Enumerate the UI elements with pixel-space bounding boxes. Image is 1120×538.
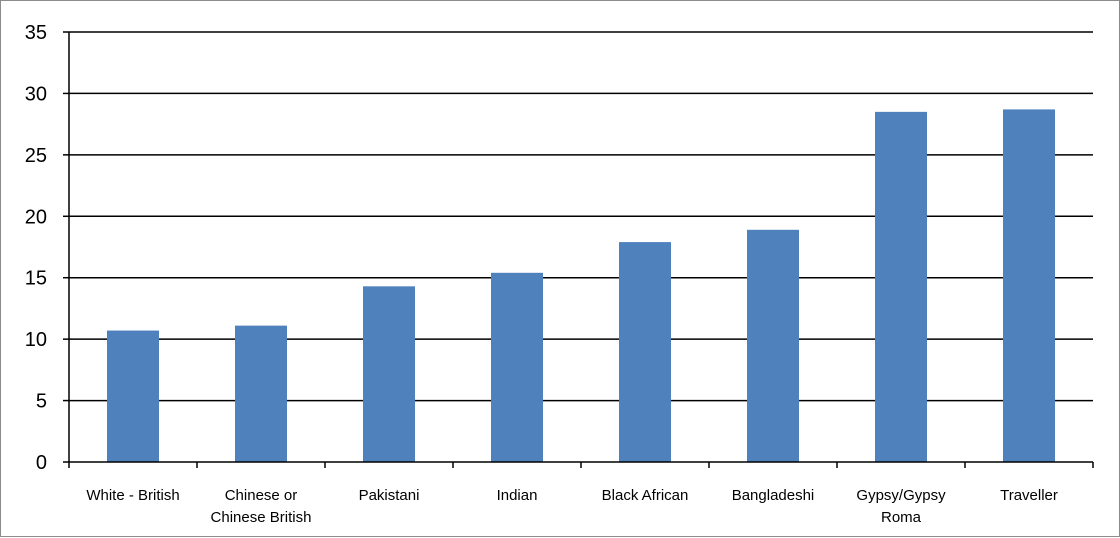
y-tick-label: 15	[25, 268, 47, 290]
bar	[491, 272, 543, 462]
y-tick-label: 10	[25, 329, 47, 351]
y-tick-label: 35	[25, 22, 47, 44]
x-tick-label: Pakistani	[359, 487, 420, 504]
gridlines	[69, 31, 1093, 402]
bar	[107, 330, 159, 462]
x-tick-labels: White - British Chinese or Chinese British…	[86, 487, 1058, 526]
bar	[875, 111, 927, 462]
y-tick-label: 20	[25, 206, 47, 228]
axes	[63, 31, 1094, 468]
bar	[1003, 109, 1055, 463]
x-tick-label: Traveller	[1000, 487, 1058, 504]
bar	[363, 286, 415, 462]
y-tick-label: 25	[25, 145, 47, 167]
x-tick-label: White - British	[86, 487, 179, 504]
x-tick-label: Black African	[602, 487, 689, 504]
y-tick-label: 5	[36, 391, 47, 413]
x-tick-label: Gypsy/Gypsy Roma	[856, 487, 946, 526]
bar	[619, 242, 671, 462]
bar	[235, 325, 287, 462]
bars	[107, 109, 1055, 463]
y-tick-label: 30	[25, 83, 47, 105]
bar	[747, 229, 799, 462]
x-tick-label: Chinese or Chinese British	[211, 487, 312, 526]
y-tick-label: 0	[36, 452, 47, 474]
y-tick-labels: 0 5 10 15 20 25 30 35	[25, 22, 47, 474]
x-tick-label: Bangladeshi	[732, 487, 815, 504]
x-tick-label: Indian	[497, 487, 538, 504]
